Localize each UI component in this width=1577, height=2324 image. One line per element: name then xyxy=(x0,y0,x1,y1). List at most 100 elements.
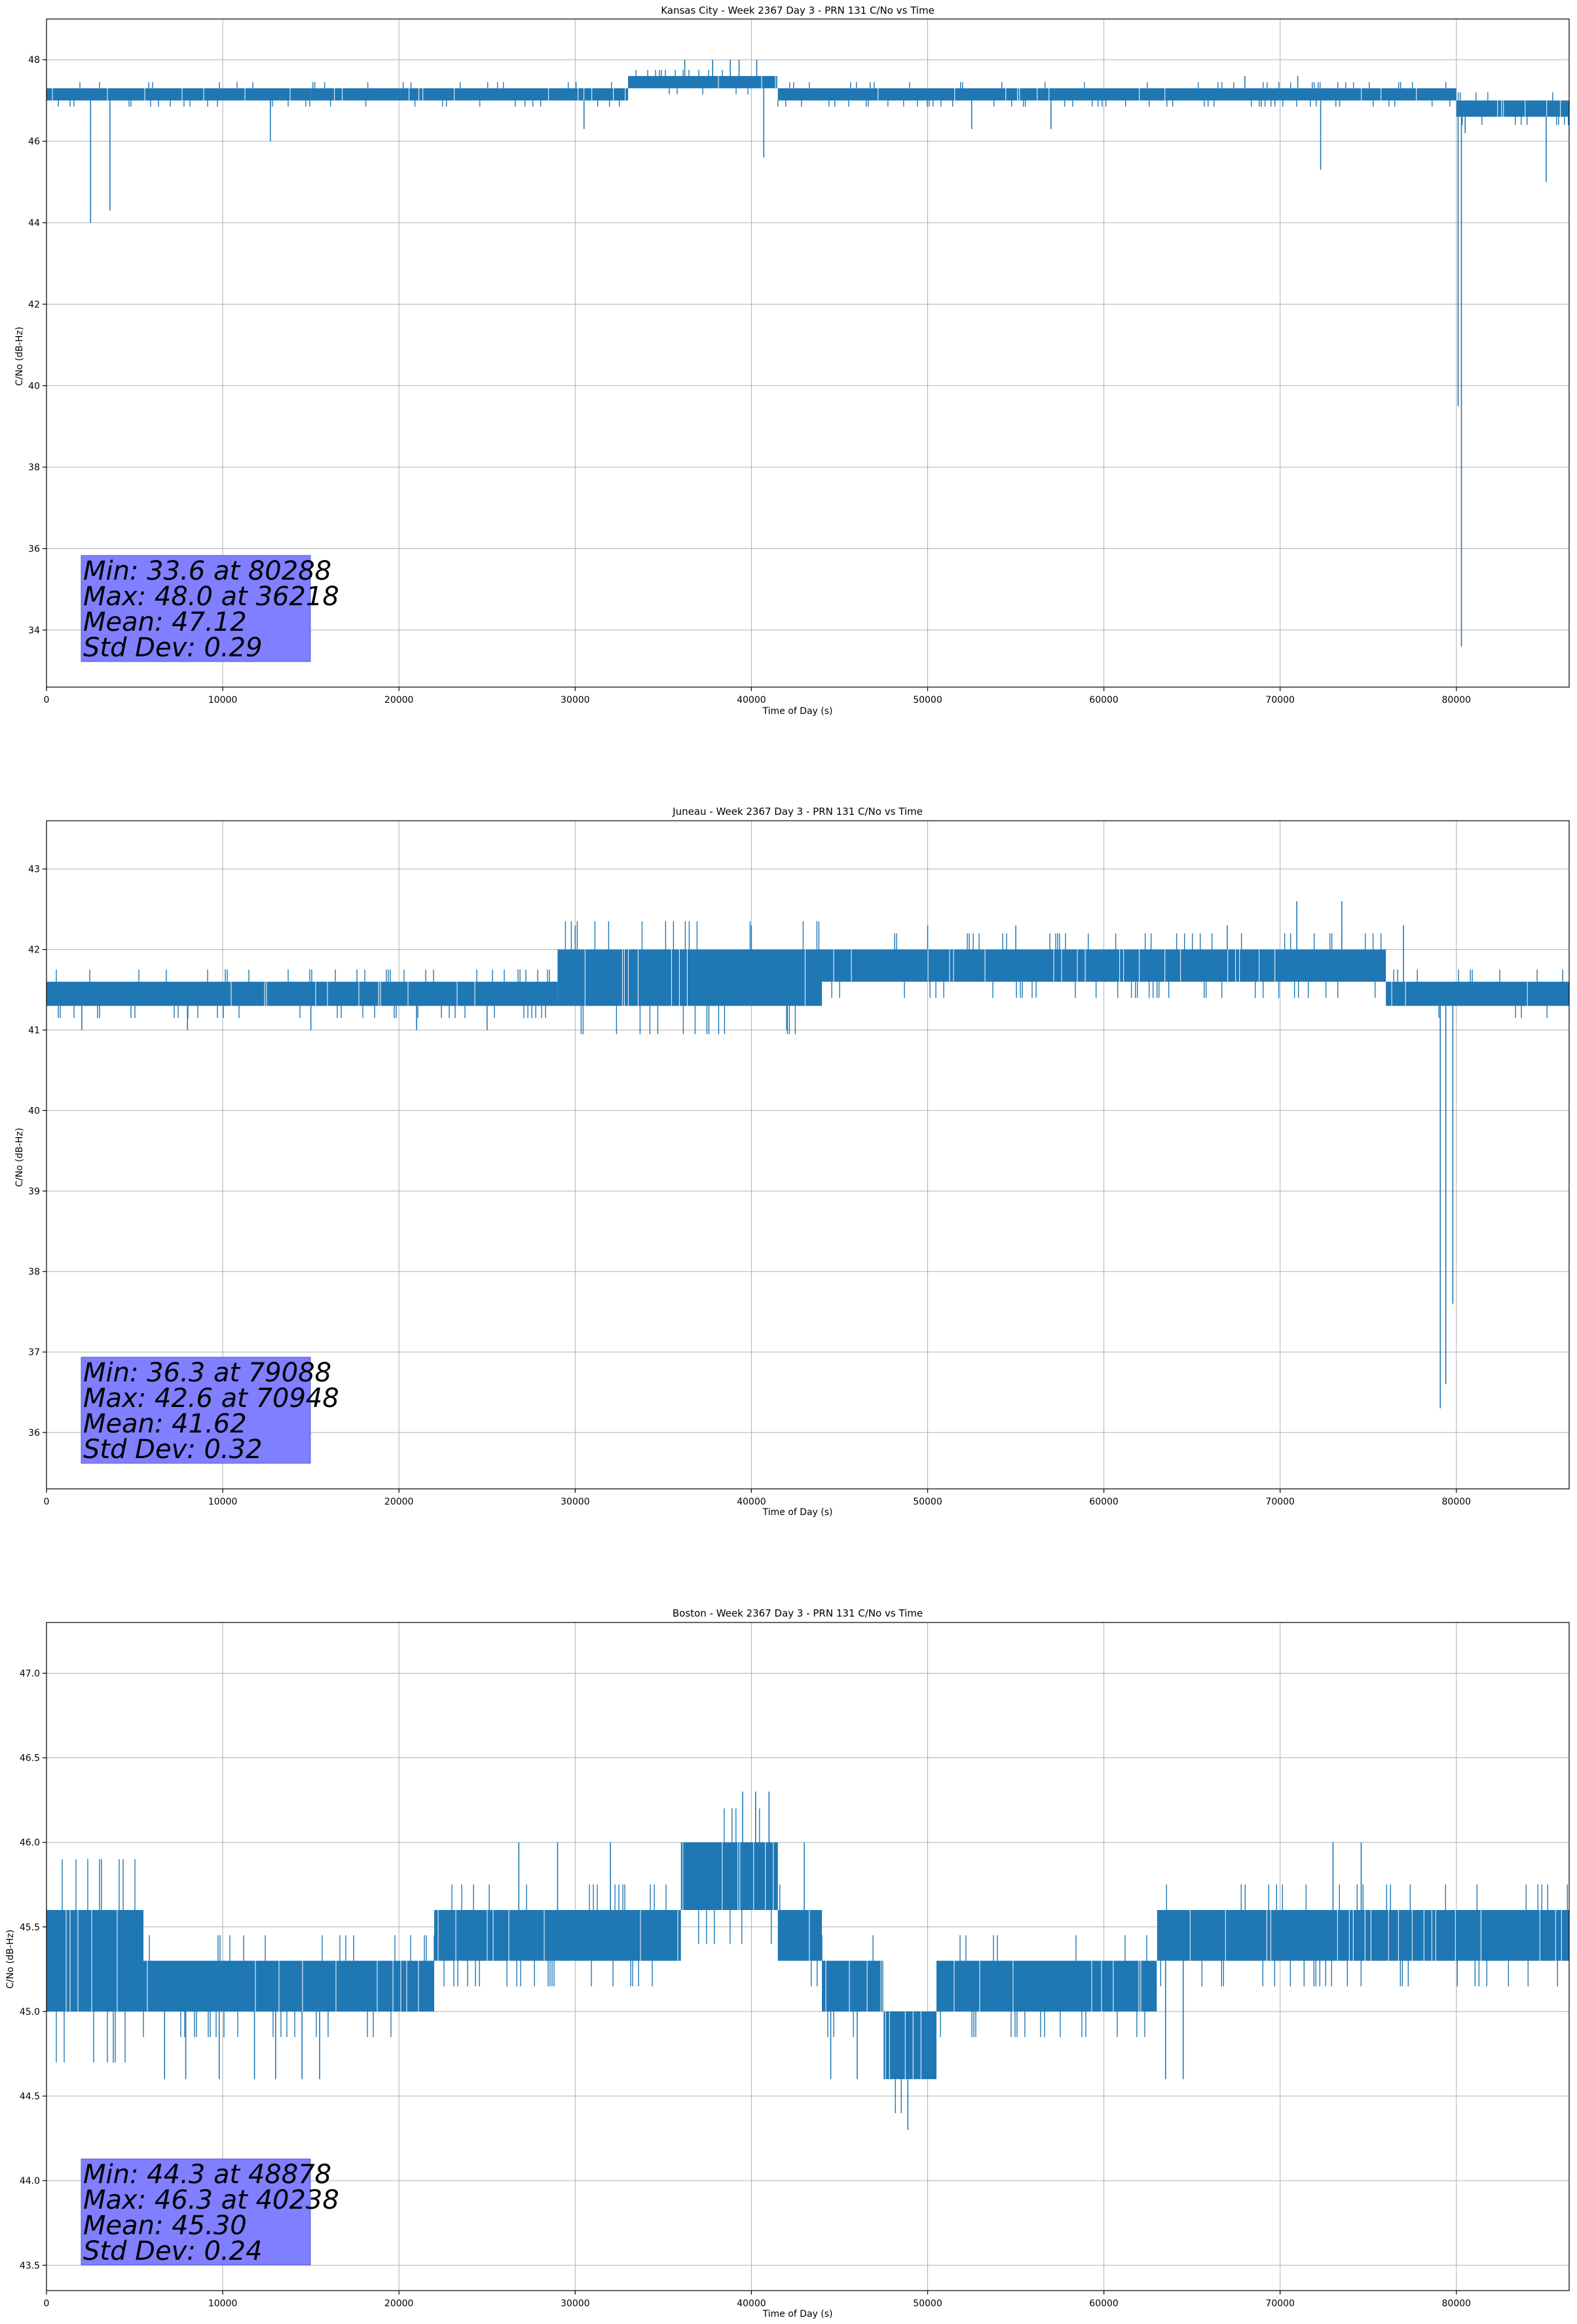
band-segment xyxy=(1456,100,1569,117)
grid xyxy=(46,1622,1569,2291)
x-tick-label: 30000 xyxy=(561,695,590,705)
axis-ticks: 0 10000 20000 30000 40000 50000 60000 70000 8000… xyxy=(20,1668,1471,2309)
stat-min: Min: 33.6 at 80288 xyxy=(83,556,331,586)
x-tick-label: 80000 xyxy=(1442,2298,1472,2309)
y-tick-label: 44.5 xyxy=(20,2091,40,2102)
y-tick-label: 42 xyxy=(28,945,40,956)
x-tick-label: 50000 xyxy=(913,2298,942,2309)
band-segment xyxy=(557,949,823,1006)
plot-frame xyxy=(46,1622,1570,2291)
x-tick-label: 40000 xyxy=(737,695,766,705)
stat-mean: Mean: 47.12 xyxy=(83,607,247,637)
band-segment xyxy=(310,88,629,101)
grid xyxy=(46,19,1569,687)
data-series xyxy=(46,901,1569,1409)
y-tick-label: 46.5 xyxy=(20,1753,40,1764)
chart-juneau: Juneau - Week 2367 Day 3 - PRN 131 C/No … xyxy=(14,806,1570,1518)
axis-ticks: 0 10000 20000 30000 40000 50000 60000 70000 8000… xyxy=(28,865,1471,1507)
y-tick-label: 41 xyxy=(28,1026,40,1036)
stat-max: Max: 46.3 at 40238 xyxy=(83,2185,339,2215)
y-tick-label: 42 xyxy=(28,299,40,310)
y-tick-label: 37 xyxy=(28,1347,40,1358)
y-tick-label: 34 xyxy=(28,626,40,636)
band-segment xyxy=(46,981,558,1006)
x-axis-label: Time of Day (s) xyxy=(762,706,833,717)
x-tick-label: 10000 xyxy=(208,695,238,705)
y-tick-label: 40 xyxy=(28,1106,40,1116)
x-tick-label: 70000 xyxy=(1265,695,1295,705)
band-segment xyxy=(46,88,311,101)
band-segment xyxy=(46,1909,144,2012)
x-axis-label: Time of Day (s) xyxy=(762,2309,833,2319)
chart-kansas-city: Kansas City - Week 2367 Day 3 - PRN 131 … xyxy=(14,5,1570,717)
x-tick-label: 0 xyxy=(44,695,50,705)
band-segment xyxy=(1157,1909,1569,1961)
x-tick-label: 0 xyxy=(44,2298,50,2309)
y-tick-label: 47.0 xyxy=(20,1668,40,1679)
y-tick-label: 43.5 xyxy=(20,2260,40,2271)
x-tick-label: 70000 xyxy=(1265,1497,1295,1507)
y-tick-label: 36 xyxy=(28,1428,40,1438)
y-tick-label: 38 xyxy=(28,1267,40,1277)
x-tick-label: 60000 xyxy=(1089,2298,1119,2309)
x-tick-label: 50000 xyxy=(913,1497,942,1507)
x-tick-label: 60000 xyxy=(1089,695,1119,705)
data-series xyxy=(46,60,1569,647)
x-tick-label: 30000 xyxy=(561,1497,590,1507)
chart-title: Kansas City - Week 2367 Day 3 - PRN 131 … xyxy=(661,5,935,16)
stat-max: Max: 42.6 at 70948 xyxy=(83,1383,339,1414)
x-tick-label: 10000 xyxy=(208,2298,238,2309)
x-tick-label: 80000 xyxy=(1442,1497,1472,1507)
stat-std: Std Dev: 0.32 xyxy=(83,1434,263,1465)
y-tick-label: 45.0 xyxy=(20,2007,40,2017)
x-tick-label: 40000 xyxy=(737,2298,766,2309)
y-tick-label: 44 xyxy=(28,218,40,229)
stats-box: Min: 33.6 at 80288 Max: 48.0 at 36218 Me… xyxy=(81,555,339,663)
x-tick-label: 60000 xyxy=(1089,1497,1119,1507)
y-tick-label: 46 xyxy=(28,137,40,147)
band-segment xyxy=(822,1960,884,2012)
axis-ticks: 0 10000 20000 30000 40000 50000 60000 70000 8000… xyxy=(28,55,1471,705)
data-series xyxy=(46,1791,1569,2130)
x-tick-label: 40000 xyxy=(737,1497,766,1507)
y-tick-label: 38 xyxy=(28,462,40,473)
band-segment xyxy=(822,949,1086,982)
x-tick-label: 30000 xyxy=(561,2298,590,2309)
y-tick-label: 44.0 xyxy=(20,2176,40,2186)
chart-boston: Boston - Week 2367 Day 3 - PRN 131 C/No … xyxy=(5,1607,1570,2319)
band-segment xyxy=(434,1909,681,1961)
y-tick-label: 48 xyxy=(28,55,40,66)
stat-mean: Mean: 45.30 xyxy=(83,2211,247,2241)
band-segment xyxy=(1386,981,1569,1006)
plot-frame xyxy=(46,18,1570,688)
y-tick-label: 36 xyxy=(28,544,40,555)
stats-box: Min: 36.3 at 79088 Max: 42.6 at 70948 Me… xyxy=(81,1357,339,1465)
band-segment xyxy=(628,76,778,88)
chart-title: Juneau - Week 2367 Day 3 - PRN 131 C/No … xyxy=(672,806,923,817)
x-tick-label: 20000 xyxy=(384,1497,414,1507)
band-segment xyxy=(1086,949,1386,982)
x-tick-label: 20000 xyxy=(384,695,414,705)
x-tick-label: 0 xyxy=(44,1497,50,1507)
stat-min: Min: 36.3 at 79088 xyxy=(83,1358,331,1388)
x-tick-label: 20000 xyxy=(384,2298,414,2309)
stat-mean: Mean: 41.62 xyxy=(83,1409,247,1439)
x-tick-label: 10000 xyxy=(208,1497,238,1507)
y-tick-label: 45.5 xyxy=(20,1922,40,1933)
x-axis-label: Time of Day (s) xyxy=(762,1507,833,1518)
band-segment xyxy=(936,1960,1157,2012)
y-axis-label: C/No (dB-Hz) xyxy=(14,1128,25,1187)
band-segment xyxy=(143,1960,435,2012)
plot-frame xyxy=(46,820,1570,1490)
stat-std: Std Dev: 0.29 xyxy=(83,633,263,663)
y-tick-label: 39 xyxy=(28,1186,40,1197)
stat-min: Min: 44.3 at 48878 xyxy=(83,2160,331,2190)
x-tick-label: 50000 xyxy=(913,695,942,705)
band-segment xyxy=(680,1842,778,1910)
chart-title: Boston - Week 2367 Day 3 - PRN 131 C/No … xyxy=(673,1607,923,1619)
band-segment xyxy=(777,1909,823,1961)
x-tick-label: 80000 xyxy=(1442,695,1472,705)
band-segment xyxy=(883,2011,937,2080)
band-segment xyxy=(777,88,1456,101)
stat-max: Max: 48.0 at 36218 xyxy=(83,582,339,612)
